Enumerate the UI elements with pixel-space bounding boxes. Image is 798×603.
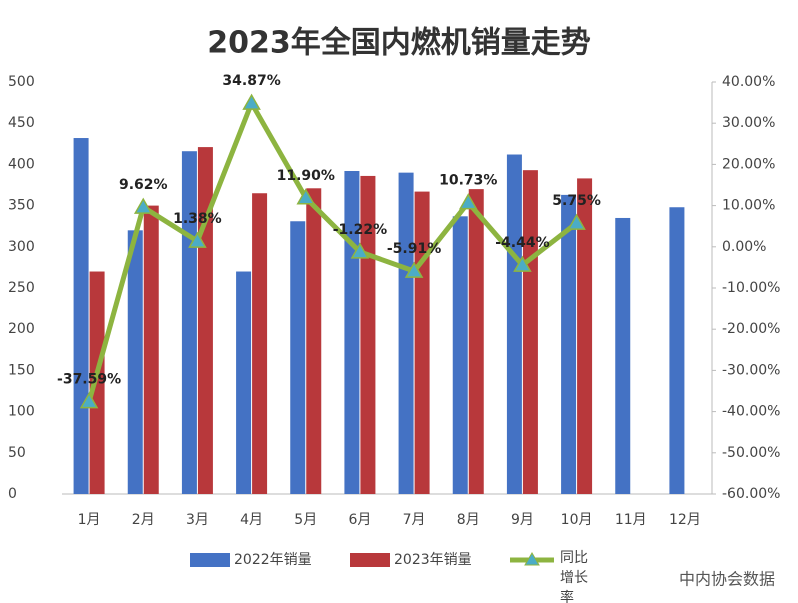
bar [468,189,484,494]
x-tick-label: 6月 [348,512,371,528]
bar [252,193,268,495]
legend-label: 2023年销量 [394,552,472,568]
marker [133,197,153,214]
bar [127,230,143,494]
y-tick-label: 150 [8,362,35,378]
data-label: 5.75% [552,193,601,209]
marker [296,188,316,205]
data-label: -4.44% [495,235,549,251]
y2-tick-label: 40.00% [722,74,775,90]
y-tick-label: 50 [8,445,26,461]
y2-tick-label: -50.00% [722,445,780,461]
line [86,100,579,403]
y-tick-label: 350 [8,198,35,214]
y2-tick-label: 0.00% [722,239,766,255]
x-tick-label: 4月 [240,512,263,528]
x-tick-label: 5月 [294,512,317,528]
legend-label: 2022年销量 [234,552,312,568]
marker [513,255,532,272]
bar [143,205,159,494]
y-tick-label: 450 [8,115,35,131]
x-tick-label: 3月 [186,512,209,528]
bar [669,207,685,495]
y2-tick-label: -40.00% [722,404,780,420]
bar [615,217,631,494]
y-tick-label: 500 [8,74,35,90]
bar [452,216,468,494]
bar [577,178,593,494]
legend-marker [524,552,540,566]
y2-tick-label: 30.00% [722,115,775,131]
y2-tick-label: 20.00% [722,156,775,172]
x-tick-label: 9月 [511,512,534,528]
bar [306,188,322,494]
x-tick-label: 11月 [615,512,647,528]
y2-tick-label: -10.00% [722,280,780,296]
marker [567,213,586,230]
bar [197,147,213,494]
bar [236,271,252,494]
y-tick-label: 200 [8,321,35,337]
bar [73,138,89,495]
bar [522,170,538,494]
data-label: -37.59% [57,372,121,388]
y2-tick-label: -30.00% [722,362,780,378]
chart-title: 2023年全国内燃机销量走势 [207,26,591,61]
bar [398,172,414,494]
x-tick-label: 8月 [457,512,480,528]
x-tick-label: 12月 [669,512,701,528]
data-label: 9.62% [119,177,168,193]
x-tick-label: 1月 [78,512,101,528]
y-tick-label: 300 [8,239,35,255]
data-label: 11.90% [277,168,335,184]
bar [414,191,430,495]
bar [181,151,197,494]
y-tick-label: 250 [8,280,35,296]
y2-tick-label: 10.00% [722,198,775,214]
marker [79,392,99,409]
y2-tick-label: -60.00% [722,486,780,502]
legend-label: 同比增长率 [560,550,588,603]
data-label: 34.87% [222,73,280,89]
y2-tick-label: -20.00% [722,321,780,337]
bar [89,271,105,494]
data-label: 1.38% [173,211,222,227]
y-tick-label: 400 [8,156,35,172]
marker [188,231,207,248]
x-tick-label: 2月 [132,512,155,528]
y-tick-label: 0 [8,486,17,502]
marker [242,93,261,110]
legend-swatch [190,553,230,567]
bar [344,170,360,494]
x-tick-label: 10月 [561,512,593,528]
y-tick-label: 100 [8,404,35,420]
x-tick-label: 7月 [403,512,426,528]
bar [290,221,306,495]
bar [506,154,522,494]
data-label: 10.73% [439,173,497,189]
data-label: -1.22% [333,222,387,238]
watermark: 中内协会数据 [679,570,775,589]
legend-swatch [350,553,390,567]
marker [404,261,424,278]
marker [350,242,370,259]
marker [458,193,478,210]
bar [561,194,577,494]
data-label: -5.91% [387,241,441,257]
